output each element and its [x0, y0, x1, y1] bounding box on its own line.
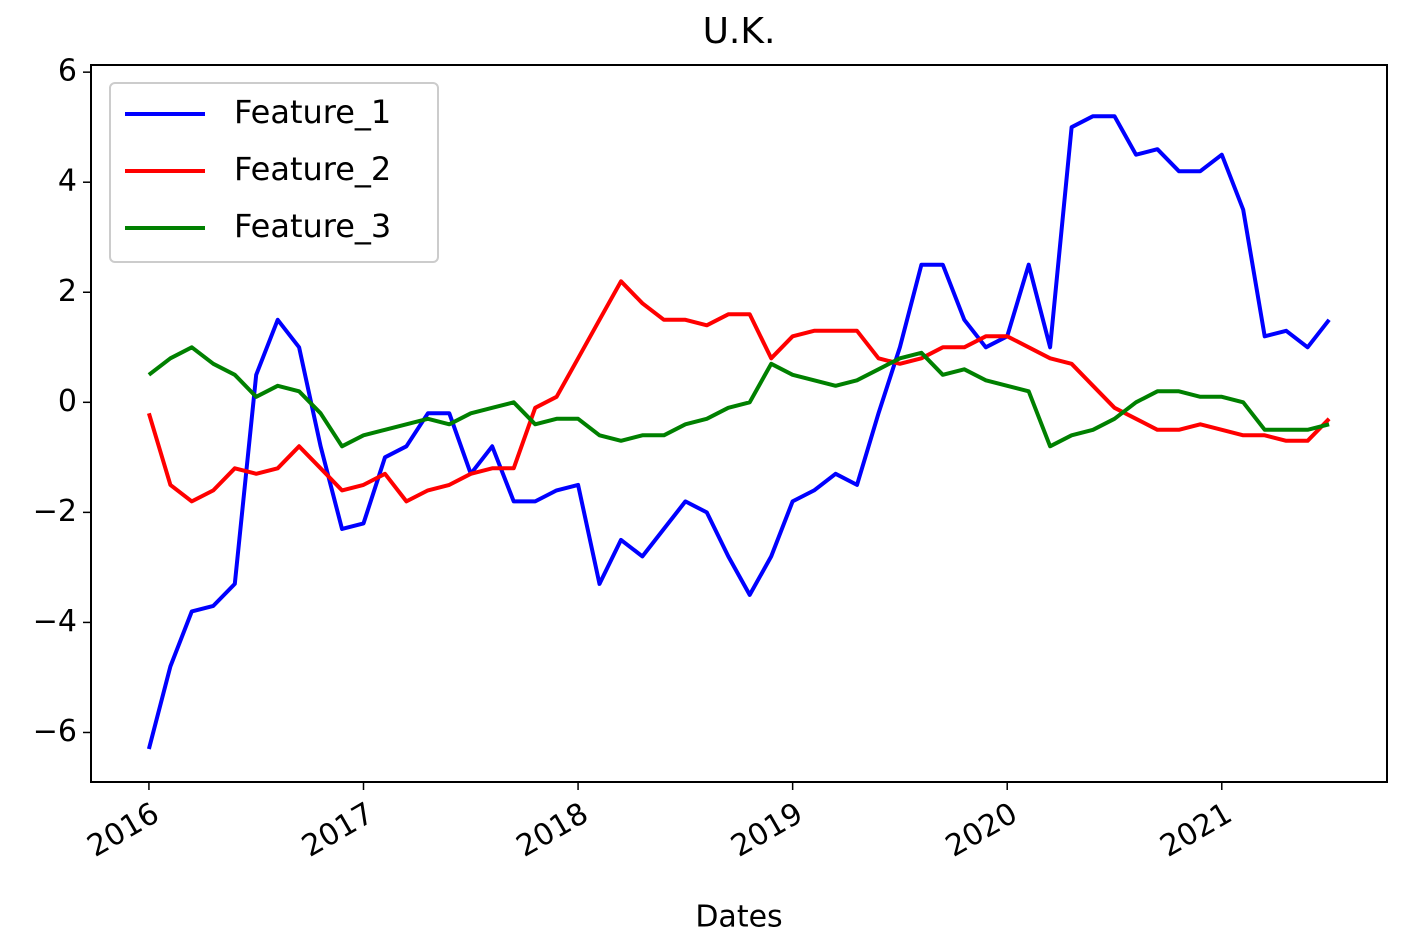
plot-frame	[90, 64, 1388, 783]
y-tick-label: 2	[58, 274, 77, 309]
y-tick-label: −4	[33, 604, 77, 639]
x-tick-label: 2019	[725, 796, 809, 864]
legend-label: Feature_1	[234, 93, 391, 131]
chart-title: U.K.	[703, 11, 776, 52]
line-series	[147, 345, 1330, 449]
y-tick-label: −6	[33, 714, 77, 749]
legend-box	[109, 82, 439, 263]
x-tick-label: 2021	[1154, 796, 1238, 864]
line-series	[146, 114, 1331, 750]
y-tick-label: 4	[58, 164, 77, 199]
legend-label: Feature_2	[234, 150, 391, 188]
x-tick-label: 2017	[296, 796, 380, 864]
x-tick-label: 2018	[511, 796, 595, 864]
x-tick-label: 2016	[82, 796, 166, 864]
y-tick-label: −2	[33, 494, 77, 529]
y-tick-label: 0	[58, 384, 77, 419]
x-axis-label: Dates	[695, 900, 782, 935]
x-tick-label: 2020	[940, 796, 1024, 864]
legend-label: Feature_3	[234, 207, 391, 245]
line-series	[146, 279, 1331, 504]
y-tick-label: 6	[58, 54, 77, 89]
